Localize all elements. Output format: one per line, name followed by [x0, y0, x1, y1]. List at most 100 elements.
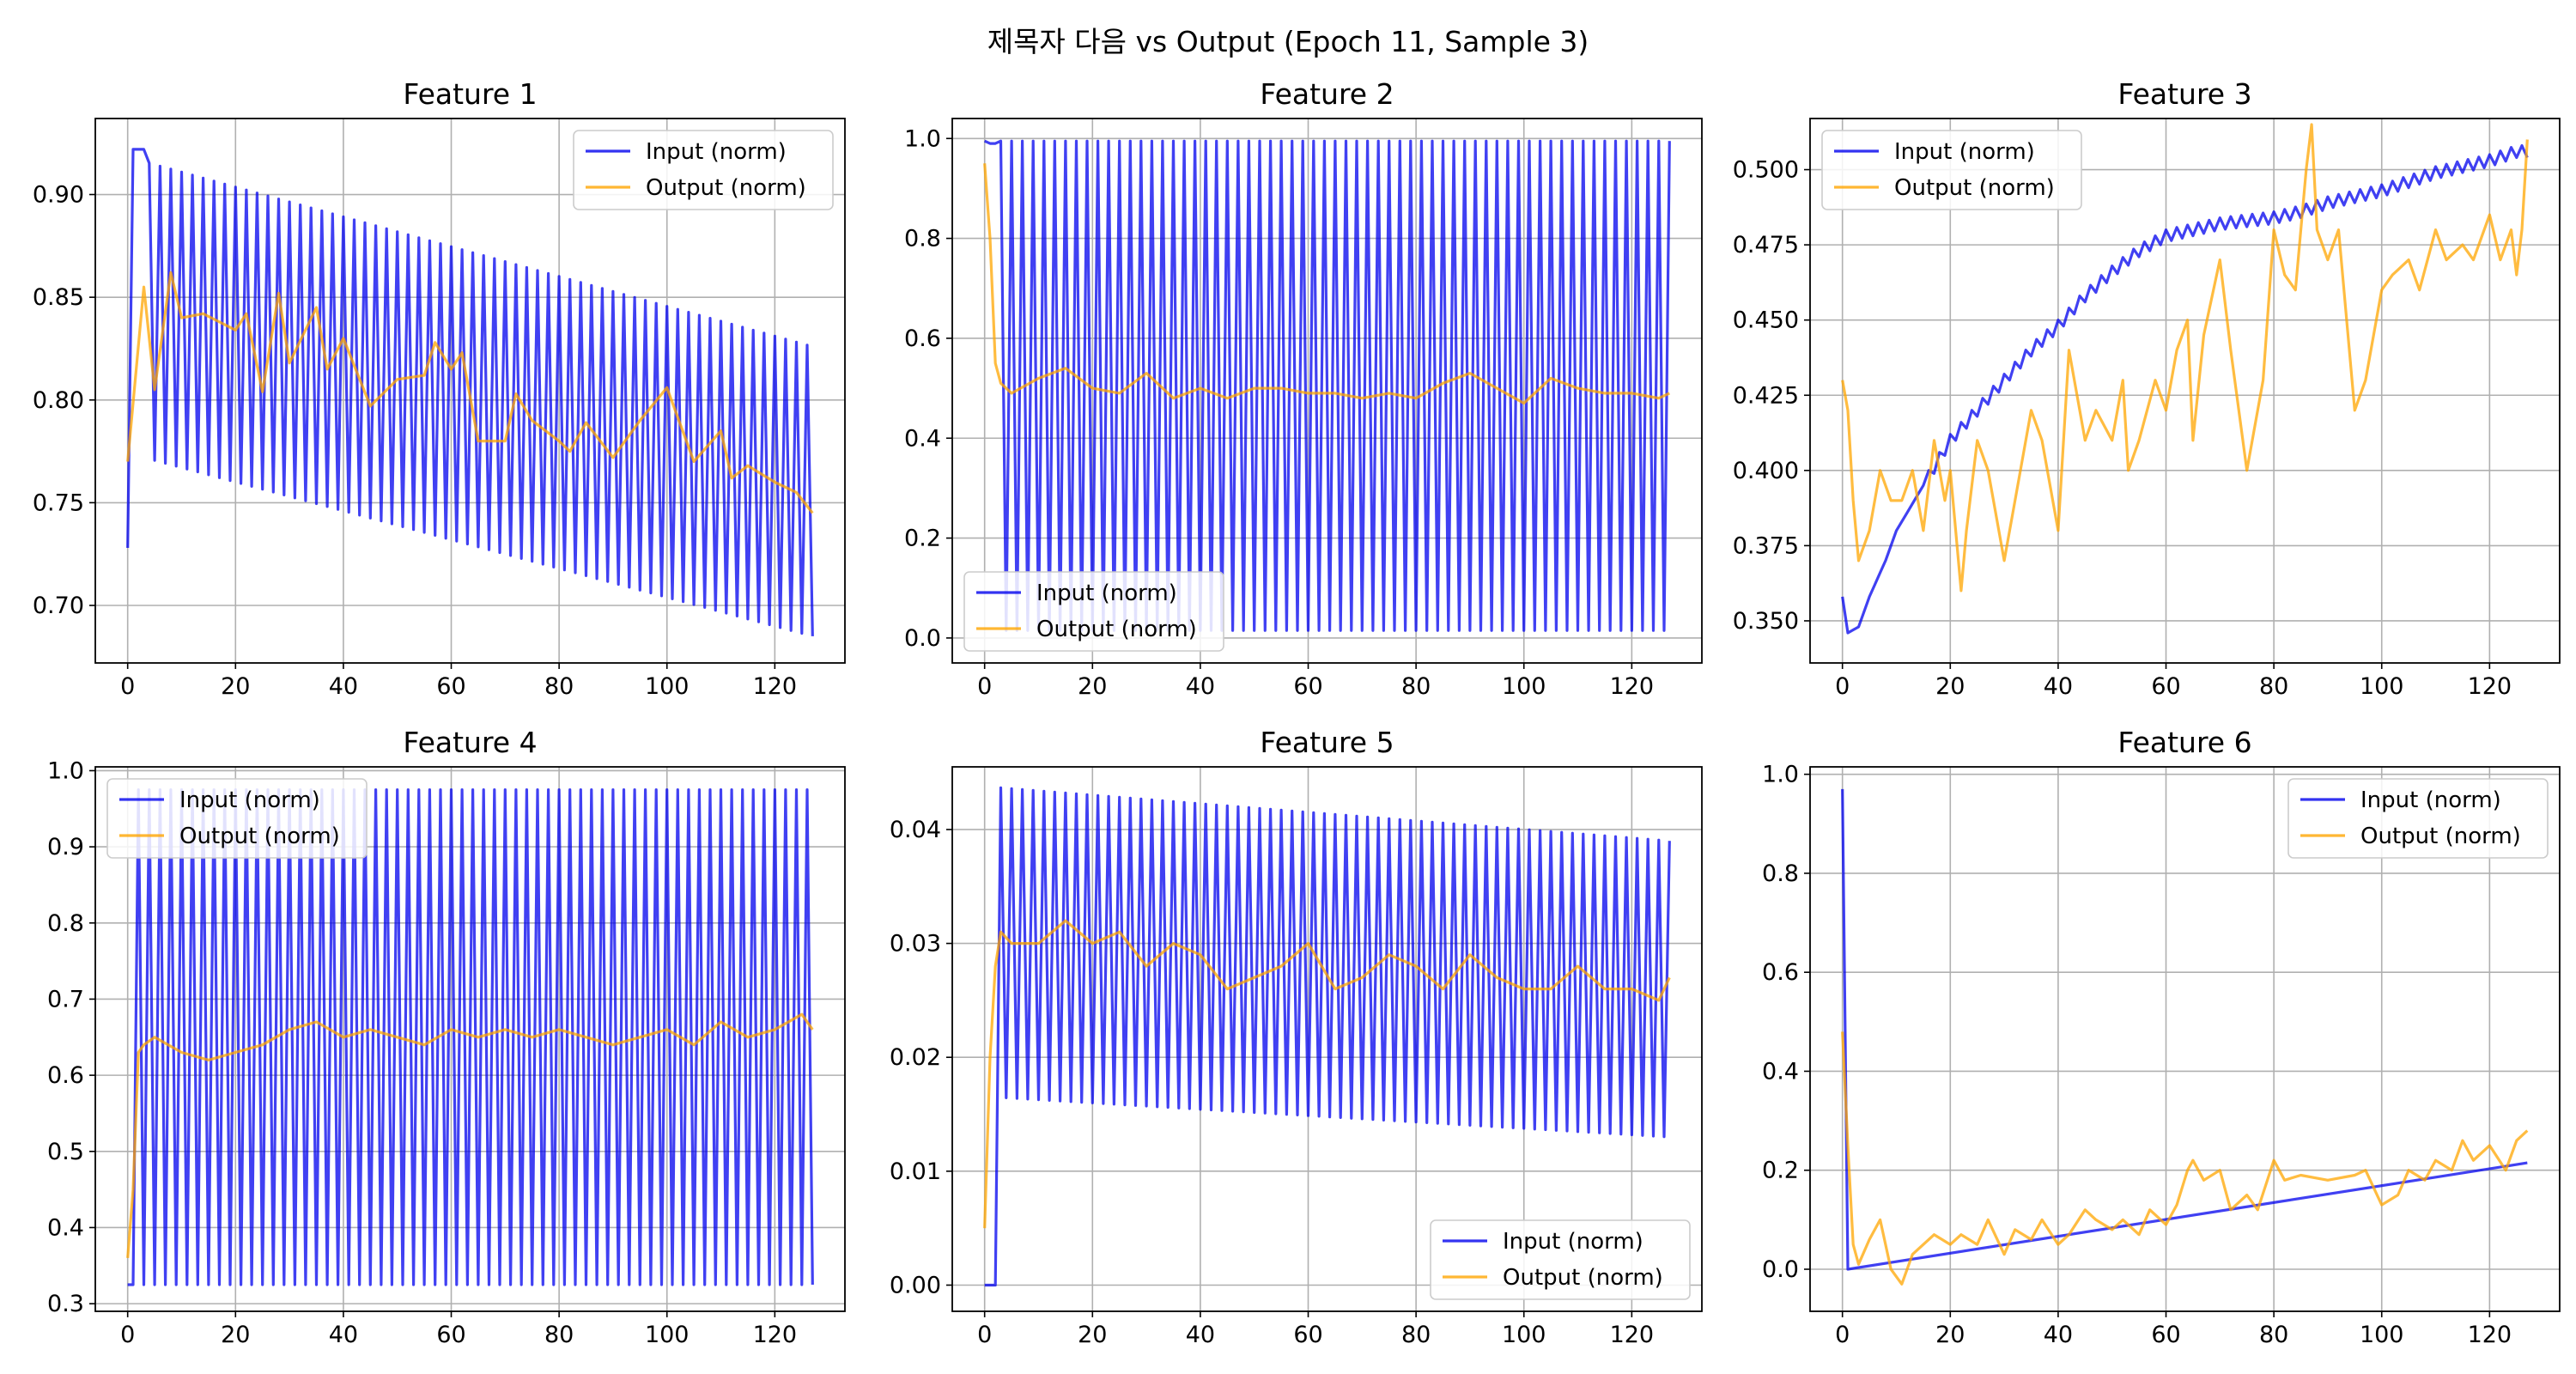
x-tick-label: 60 [436, 673, 465, 700]
axes-frame [951, 118, 1703, 664]
x-tick-label: 80 [2259, 673, 2288, 700]
x-tick-label: 120 [753, 673, 798, 700]
legend-box [573, 130, 834, 210]
x-tick-label: 0 [1835, 673, 1850, 700]
output-series-line [1841, 123, 2529, 593]
subplot-6: 0 20 40 60 80 100 120 0.0 0.2 0.4 0.6 0.8 1.0 Feature… [1762, 726, 2561, 1348]
x-tick-label: 20 [1935, 673, 1965, 700]
y-tick-label: 0.0 [1762, 1256, 1799, 1283]
y-tick-label: 0.04 [890, 817, 941, 843]
y-tick-label: 0.2 [1762, 1158, 1799, 1184]
legend-box [963, 571, 1224, 652]
y-tick-label: 1.0 [47, 757, 84, 784]
legend-box [1821, 130, 2082, 210]
y-tick-label: 0.7 [47, 986, 84, 1012]
x-tick-label: 40 [2044, 673, 2073, 700]
legend-label: Input (norm) [1894, 139, 2035, 165]
x-tick-label: 100 [645, 1322, 690, 1348]
x-tick-label: 60 [1293, 1322, 1322, 1348]
output-series-line [983, 163, 1670, 405]
x-tick-label: 80 [2259, 1322, 2288, 1348]
legend-label: Output (norm) [179, 824, 340, 849]
subplot-1: 0 20 40 60 80 100 120 0.70 0.75 0.80 0.85 0.90 Featu… [33, 77, 846, 700]
x-tick-label: 80 [1401, 1322, 1431, 1348]
x-tick-label: 40 [329, 1322, 358, 1348]
legend-label: Output (norm) [646, 175, 806, 201]
input-series-line [127, 788, 814, 1286]
subplot-title: Feature 3 [2117, 77, 2251, 111]
input-series-line [984, 139, 1671, 632]
subplot-title: Feature 6 [2117, 726, 2251, 759]
x-tick-label: 60 [1293, 673, 1322, 700]
legend-label: Input (norm) [2360, 787, 2501, 813]
x-tick-label: 100 [1502, 673, 1546, 700]
legend-label: Output (norm) [2360, 824, 2521, 849]
x-tick-label: 60 [2151, 1322, 2180, 1348]
x-tick-label: 120 [753, 1322, 798, 1348]
legend-label: Output (norm) [1894, 175, 2055, 201]
y-tick-label: 0.4 [1762, 1058, 1799, 1085]
y-tick-label: 0.0 [904, 625, 941, 652]
axes-frame [94, 766, 846, 1312]
output-series-line [126, 271, 814, 514]
x-tick-label: 20 [221, 1322, 250, 1348]
y-tick-label: 0.8 [47, 910, 84, 937]
x-tick-label: 40 [329, 673, 358, 700]
y-tick-label: 0.01 [890, 1158, 941, 1185]
subplot-title: Feature 1 [403, 77, 537, 111]
x-tick-label: 20 [1078, 1322, 1107, 1348]
legend: Input (norm) Output (norm) [963, 571, 1224, 652]
y-tick-label: 0.6 [1762, 959, 1799, 986]
axes-frame [1809, 766, 2561, 1312]
x-tick-label: 100 [645, 673, 690, 700]
y-tick-label: 1.0 [904, 125, 941, 152]
legend-box [2287, 778, 2549, 859]
y-tick-label: 0.500 [1733, 157, 1799, 184]
figure-title: 제목자 다음 vs Output (Epoch 11, Sample 3) [987, 25, 1589, 58]
axes-frame [951, 766, 1703, 1312]
y-tick-label: 0.8 [904, 226, 941, 252]
x-tick-label: 120 [1610, 673, 1655, 700]
output-series-line [983, 919, 1671, 1229]
x-tick-label: 0 [977, 1322, 992, 1348]
x-tick-label: 80 [1401, 673, 1431, 700]
y-tick-label: 1.0 [1762, 762, 1799, 788]
y-tick-label: 0.90 [33, 182, 84, 209]
x-tick-label: 120 [2468, 1322, 2512, 1348]
y-tick-label: 0.425 [1733, 382, 1799, 409]
legend-label: Output (norm) [1036, 617, 1197, 642]
legend: Input (norm) Output (norm) [1821, 130, 2082, 210]
y-tick-label: 0.375 [1733, 532, 1799, 559]
x-tick-label: 60 [436, 1322, 465, 1348]
y-tick-label: 0.450 [1733, 307, 1799, 334]
legend-label: Input (norm) [646, 139, 787, 165]
x-tick-label: 0 [977, 673, 992, 700]
legend-label: Input (norm) [1503, 1229, 1643, 1255]
y-tick-label: 0.75 [33, 489, 84, 516]
y-tick-label: 0.4 [47, 1214, 84, 1241]
legend-label: Input (norm) [1036, 581, 1177, 606]
y-tick-label: 0.00 [890, 1272, 941, 1298]
subplot-5: 0 20 40 60 80 100 120 0.00 0.01 0.02 0.03 0.04 Featu… [890, 726, 1703, 1348]
legend: Input (norm) Output (norm) [2287, 778, 2549, 859]
y-tick-label: 0.350 [1733, 608, 1799, 635]
legend: Input (norm) Output (norm) [106, 778, 368, 859]
y-tick-label: 0.6 [47, 1062, 84, 1089]
x-tick-label: 100 [2360, 1322, 2404, 1348]
y-tick-label: 0.475 [1733, 232, 1799, 258]
input-series-line [984, 786, 1671, 1287]
output-series-line [126, 1012, 814, 1259]
y-tick-label: 0.80 [33, 387, 84, 414]
x-tick-label: 100 [1502, 1322, 1546, 1348]
legend-box [106, 778, 368, 859]
subplot-title: Feature 2 [1260, 77, 1394, 111]
y-tick-label: 0.85 [33, 284, 84, 311]
axes-frame [94, 118, 846, 664]
y-tick-label: 0.8 [1762, 860, 1799, 887]
x-tick-label: 120 [1610, 1322, 1655, 1348]
y-tick-label: 0.4 [904, 425, 941, 452]
x-tick-label: 0 [120, 1322, 135, 1348]
y-tick-label: 0.400 [1733, 458, 1799, 484]
x-tick-label: 20 [1935, 1322, 1965, 1348]
x-tick-label: 80 [544, 1322, 574, 1348]
